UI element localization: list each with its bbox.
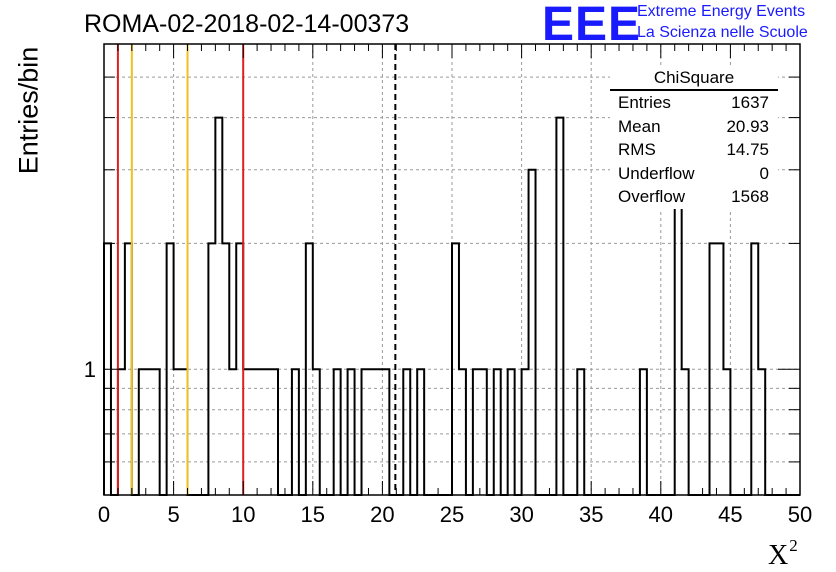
- x-tick-label: 10: [231, 502, 255, 527]
- x-axis-label-text: X: [768, 540, 788, 571]
- logo-line-2: La Scienza nelle Scuole: [637, 24, 808, 42]
- stats-row-underflow: Underflow 0: [610, 162, 778, 186]
- stats-row-rms: RMS 14.75: [610, 138, 778, 162]
- stats-key: RMS: [618, 138, 656, 162]
- histogram-bin: [215, 118, 222, 495]
- stats-row-entries: Entries 1637: [610, 91, 778, 115]
- x-tick-label: 5: [167, 502, 179, 527]
- stats-key: Entries: [618, 91, 671, 115]
- x-tick-label: 50: [788, 502, 812, 527]
- y-axis-label: Entries/bin: [14, 31, 45, 191]
- chart-title: ROMA-02-2018-02-14-00373: [84, 10, 409, 39]
- x-axis-label-superscript: 2: [789, 536, 798, 555]
- x-axis-label: X2: [768, 536, 798, 572]
- x-tick-label: 45: [718, 502, 742, 527]
- stats-value: 1637: [731, 91, 769, 115]
- stats-row-mean: Mean 20.93: [610, 115, 778, 139]
- x-tick-label: 30: [509, 502, 533, 527]
- stats-value: 1568: [731, 185, 769, 209]
- stats-value: 14.75: [726, 138, 769, 162]
- x-tick-label: 40: [649, 502, 673, 527]
- tick-labels: 0 5 10 15 20 25 30 35 40 45 50 1: [84, 357, 812, 527]
- x-tick-label: 15: [301, 502, 325, 527]
- stats-key: Overflow: [618, 185, 685, 209]
- stats-title: ChiSquare: [610, 66, 778, 91]
- stats-row-overflow: Overflow 1568: [610, 185, 778, 209]
- logo-letters: EEE: [542, 0, 641, 52]
- x-tick-label: 35: [579, 502, 603, 527]
- y-tick-label: 1: [84, 357, 96, 382]
- logo-line-1: Extreme Energy Events: [637, 3, 805, 21]
- histogram-bin: [556, 118, 563, 495]
- stats-value: 0: [760, 162, 769, 186]
- stats-value: 20.93: [726, 115, 769, 139]
- x-tick-label: 0: [98, 502, 110, 527]
- stats-box: ChiSquare Entries 1637 Mean 20.93 RMS 14.75…: [610, 66, 778, 209]
- x-tick-label: 25: [440, 502, 464, 527]
- histogram-bin: [675, 170, 682, 495]
- stats-key: Mean: [618, 115, 661, 139]
- stats-key: Underflow: [618, 162, 695, 186]
- histogram-bin: [529, 170, 536, 495]
- x-tick-label: 20: [370, 502, 394, 527]
